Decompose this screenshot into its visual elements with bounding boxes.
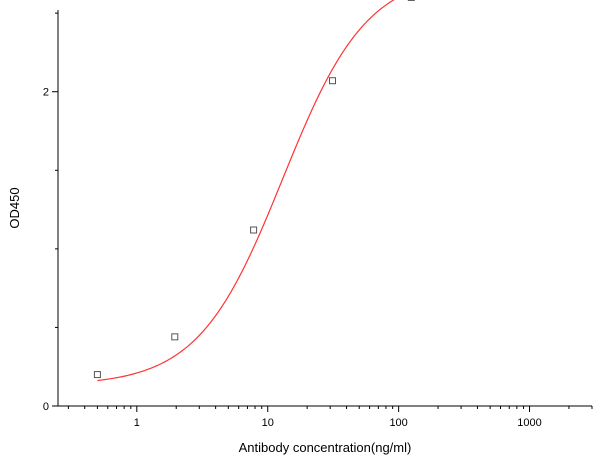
plot-area	[93, 0, 415, 382]
data-point	[250, 226, 258, 234]
x-tick-label: 100	[389, 417, 407, 429]
x-tick-label: 10	[262, 417, 274, 429]
x-axis-title: Antibody concentration(ng/ml)	[239, 440, 412, 455]
axes	[57, 10, 592, 407]
y-ticks: 02	[43, 12, 58, 413]
y-tick-label: 2	[43, 87, 49, 99]
x-tick-label: 1000	[517, 417, 541, 429]
y-axis-title: OD450	[7, 187, 22, 228]
data-point	[329, 77, 337, 85]
y-tick-label: 0	[43, 401, 49, 413]
data-point	[93, 371, 101, 379]
fit-curve	[97, 0, 395, 382]
x-tick-label: 1	[134, 417, 140, 429]
x-ticks: 1 10 100 1000	[67, 406, 593, 429]
data-point	[171, 333, 179, 341]
